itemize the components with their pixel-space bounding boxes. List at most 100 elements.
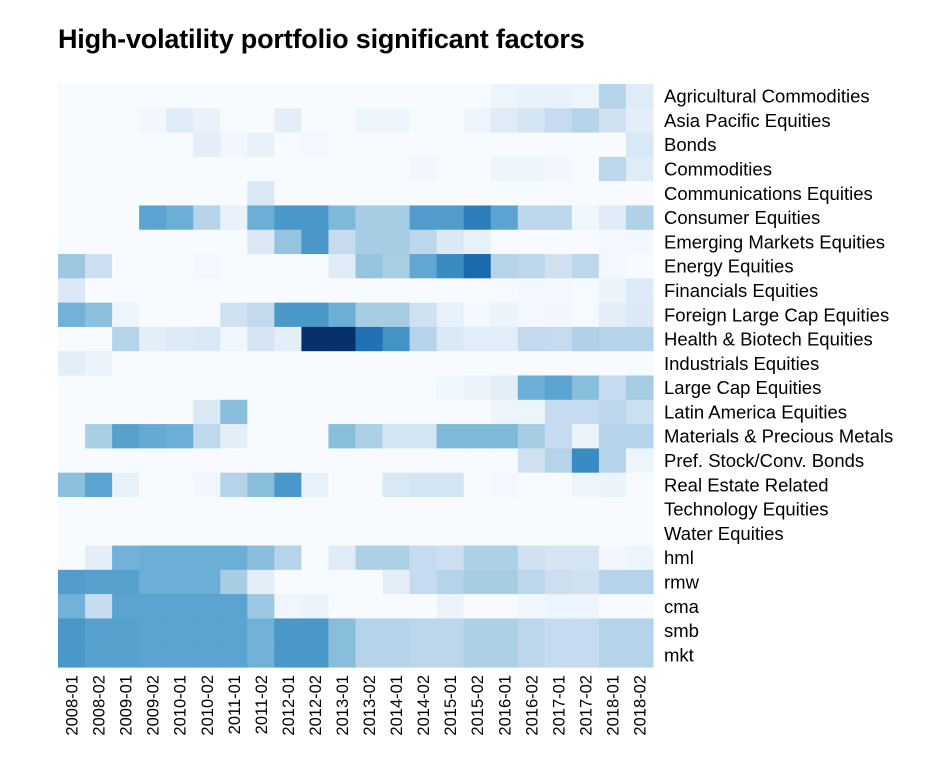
heatmap-cell (247, 351, 275, 377)
heatmap-cell (571, 472, 600, 498)
heatmap-cell (544, 521, 573, 547)
heatmap-cell (409, 278, 438, 304)
heatmap-cell (517, 521, 546, 547)
heatmap-cell (139, 496, 167, 522)
heatmap-cell (436, 521, 465, 547)
heatmap-cell (436, 448, 465, 474)
heatmap-cell (85, 521, 113, 547)
heatmap-cell (193, 156, 221, 182)
heatmap-cell (328, 521, 357, 547)
column-label: 2016-02 (523, 675, 541, 736)
heatmap-cell (274, 472, 303, 498)
heatmap-cell (409, 618, 438, 644)
heatmap-cell (220, 448, 248, 474)
heatmap-cell (463, 108, 492, 134)
heatmap-cell (220, 545, 248, 571)
column-label: 2012-02 (307, 675, 325, 736)
heatmap-cell (247, 205, 275, 231)
heatmap-cell (517, 545, 546, 571)
heatmap-cell (598, 254, 627, 279)
heatmap-cell (382, 545, 411, 571)
heatmap-cell (166, 496, 194, 522)
heatmap-cell (436, 108, 465, 134)
heatmap-cell (571, 569, 600, 595)
heatmap-cell (220, 278, 248, 304)
column-label: 2013-01 (334, 675, 352, 736)
heatmap-cell (166, 642, 194, 668)
heatmap-cell (193, 448, 221, 474)
heatmap-cell (301, 351, 330, 377)
heatmap-cell (436, 569, 465, 595)
heatmap-cell (598, 326, 627, 352)
heatmap-cell (166, 229, 194, 255)
heatmap-cell (328, 278, 357, 304)
heatmap-cell (490, 642, 519, 668)
heatmap-cell (247, 448, 275, 474)
heatmap-cell (274, 569, 303, 595)
heatmap-cell (85, 326, 113, 352)
heatmap-cell (436, 156, 465, 182)
heatmap-cell (301, 326, 330, 352)
heatmap-cell (166, 448, 194, 474)
column-labels: 2008-01 2008-02 2009-01 2009-02 2010-01 2010-… (64, 675, 650, 736)
heatmap-cell (463, 84, 492, 109)
heatmap-cell (220, 181, 248, 207)
heatmap-cell (409, 254, 438, 279)
row-label: hml (664, 547, 694, 568)
heatmap-cell (58, 156, 86, 182)
heatmap-cell (409, 642, 438, 668)
heatmap-cell (85, 229, 113, 255)
heatmap-cell (463, 205, 492, 231)
heatmap-cell (139, 229, 167, 255)
heatmap-cell (625, 545, 654, 571)
heatmap-cell (409, 156, 438, 182)
heatmap-cell (382, 594, 411, 620)
heatmap-cell (409, 132, 438, 158)
heatmap-cell (571, 132, 600, 158)
heatmap-cell (85, 399, 113, 425)
heatmap-cell (193, 302, 221, 328)
heatmap-cell (166, 545, 194, 571)
heatmap-cell (328, 375, 357, 401)
heatmap-cell (625, 108, 654, 134)
heatmap-cell (544, 375, 573, 401)
heatmap-cell (436, 618, 465, 644)
heatmap-cell (139, 351, 167, 377)
heatmap-cell (247, 521, 275, 547)
heatmap-cell (409, 545, 438, 571)
heatmap-cell (139, 278, 167, 304)
heatmap-cell (85, 424, 113, 449)
heatmap-cell (166, 399, 194, 425)
heatmap-cell (274, 618, 303, 644)
heatmap-cell (220, 351, 248, 377)
heatmap-cell (355, 181, 384, 207)
heatmap-cell (85, 205, 113, 231)
heatmap-cell (85, 156, 113, 182)
heatmap-cell (112, 302, 140, 328)
heatmap-cell (328, 229, 357, 255)
heatmap-cell (166, 618, 194, 644)
heatmap-cell (166, 156, 194, 182)
heatmap-cell (598, 84, 627, 109)
heatmap-cell (544, 424, 573, 449)
heatmap-cell (436, 254, 465, 279)
column-label: 2010-01 (172, 675, 190, 736)
heatmap-cell (220, 642, 248, 668)
heatmap-cell (112, 399, 140, 425)
heatmap-cell (571, 375, 600, 401)
heatmap-cell (463, 254, 492, 279)
heatmap-cell (112, 569, 140, 595)
heatmap-cell (301, 108, 330, 134)
heatmap-cell (355, 448, 384, 474)
heatmap-cell (193, 424, 221, 449)
heatmap-cell (274, 181, 303, 207)
heatmap-cell (193, 205, 221, 231)
heatmap-cell (274, 424, 303, 449)
heatmap-cell (382, 521, 411, 547)
heatmap-cell (625, 424, 654, 449)
heatmap-cell (490, 326, 519, 352)
row-label: Health & Biotech Equities (664, 329, 873, 350)
heatmap-cell (112, 424, 140, 449)
heatmap-cell (247, 108, 275, 134)
heatmap-cell (112, 229, 140, 255)
